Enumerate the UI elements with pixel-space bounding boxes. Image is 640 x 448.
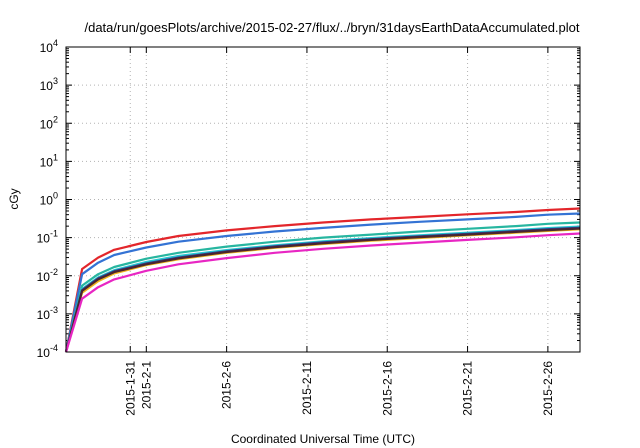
y-tick-label: 10-3 bbox=[37, 305, 58, 322]
y-tick-label: 10-2 bbox=[37, 267, 58, 284]
x-tick-label: 2015-1-31 bbox=[123, 361, 137, 416]
series-line-7 bbox=[64, 227, 581, 353]
y-axis-label: cGy bbox=[7, 188, 21, 209]
grid-layer bbox=[66, 47, 580, 352]
x-tick-label: 2015-2-26 bbox=[541, 361, 555, 416]
series-line-8 bbox=[64, 232, 581, 353]
series-layer bbox=[64, 207, 581, 353]
y-tick-label: 10-4 bbox=[37, 343, 58, 360]
x-tick-label: 2015-2-6 bbox=[220, 361, 234, 409]
y-tick-label: 10-1 bbox=[37, 229, 58, 246]
y-tick-label: 102 bbox=[40, 114, 58, 131]
series-line-4 bbox=[64, 225, 581, 353]
x-tick-label: 2015-2-16 bbox=[380, 361, 394, 416]
series-line-6 bbox=[64, 226, 581, 353]
plot-frame bbox=[65, 46, 581, 353]
series-line-1 bbox=[64, 207, 581, 353]
y-tick-label: 104 bbox=[40, 38, 58, 55]
x-tick-label: 2015-2-1 bbox=[139, 361, 153, 409]
y-tick-labels: 10-4 10-3 10-2 10-1 100 101 102 103 104 bbox=[37, 38, 58, 360]
x-axis-label: Coordinated Universal Time (UTC) bbox=[231, 432, 415, 446]
x-tick-labels: 2015-1-31 2015-2-1 2015-2-6 2015-2-11 2015-2… bbox=[123, 361, 555, 416]
x-tick-label: 2015-2-11 bbox=[300, 361, 314, 415]
chart-title: /data/run/goesPlots/archive/2015-02-27/f… bbox=[84, 20, 579, 35]
y-tick-label: 100 bbox=[40, 191, 58, 208]
y-tick-label: 103 bbox=[40, 76, 58, 93]
series-line-3 bbox=[64, 221, 581, 353]
x-tick-label: 2015-2-21 bbox=[461, 361, 475, 416]
series-line-2 bbox=[64, 212, 581, 353]
y-tick-label: 101 bbox=[40, 152, 58, 169]
